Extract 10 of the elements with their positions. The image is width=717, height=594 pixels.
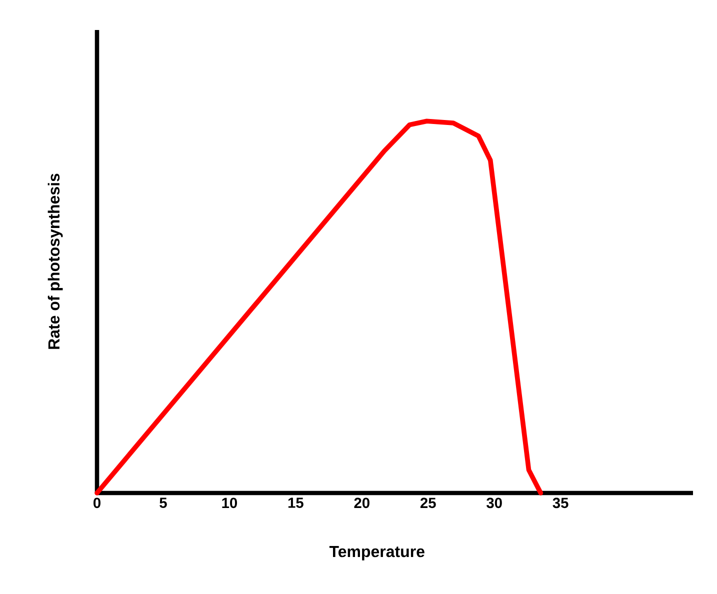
x-tick-label: 30 (486, 498, 502, 508)
x-tick-label: 10 (222, 498, 237, 508)
y-axis-title: Rate of photosynthesis (48, 174, 63, 349)
x-tick-label: 0 (94, 498, 100, 508)
x-tick-label: 25 (420, 498, 436, 508)
x-tick-label: 35 (552, 498, 568, 508)
x-tick-label: 20 (354, 498, 370, 508)
x-axis-title: Temperature (329, 546, 424, 560)
x-tick-label: 5 (160, 498, 167, 508)
x-tick-label: 15 (288, 498, 304, 508)
